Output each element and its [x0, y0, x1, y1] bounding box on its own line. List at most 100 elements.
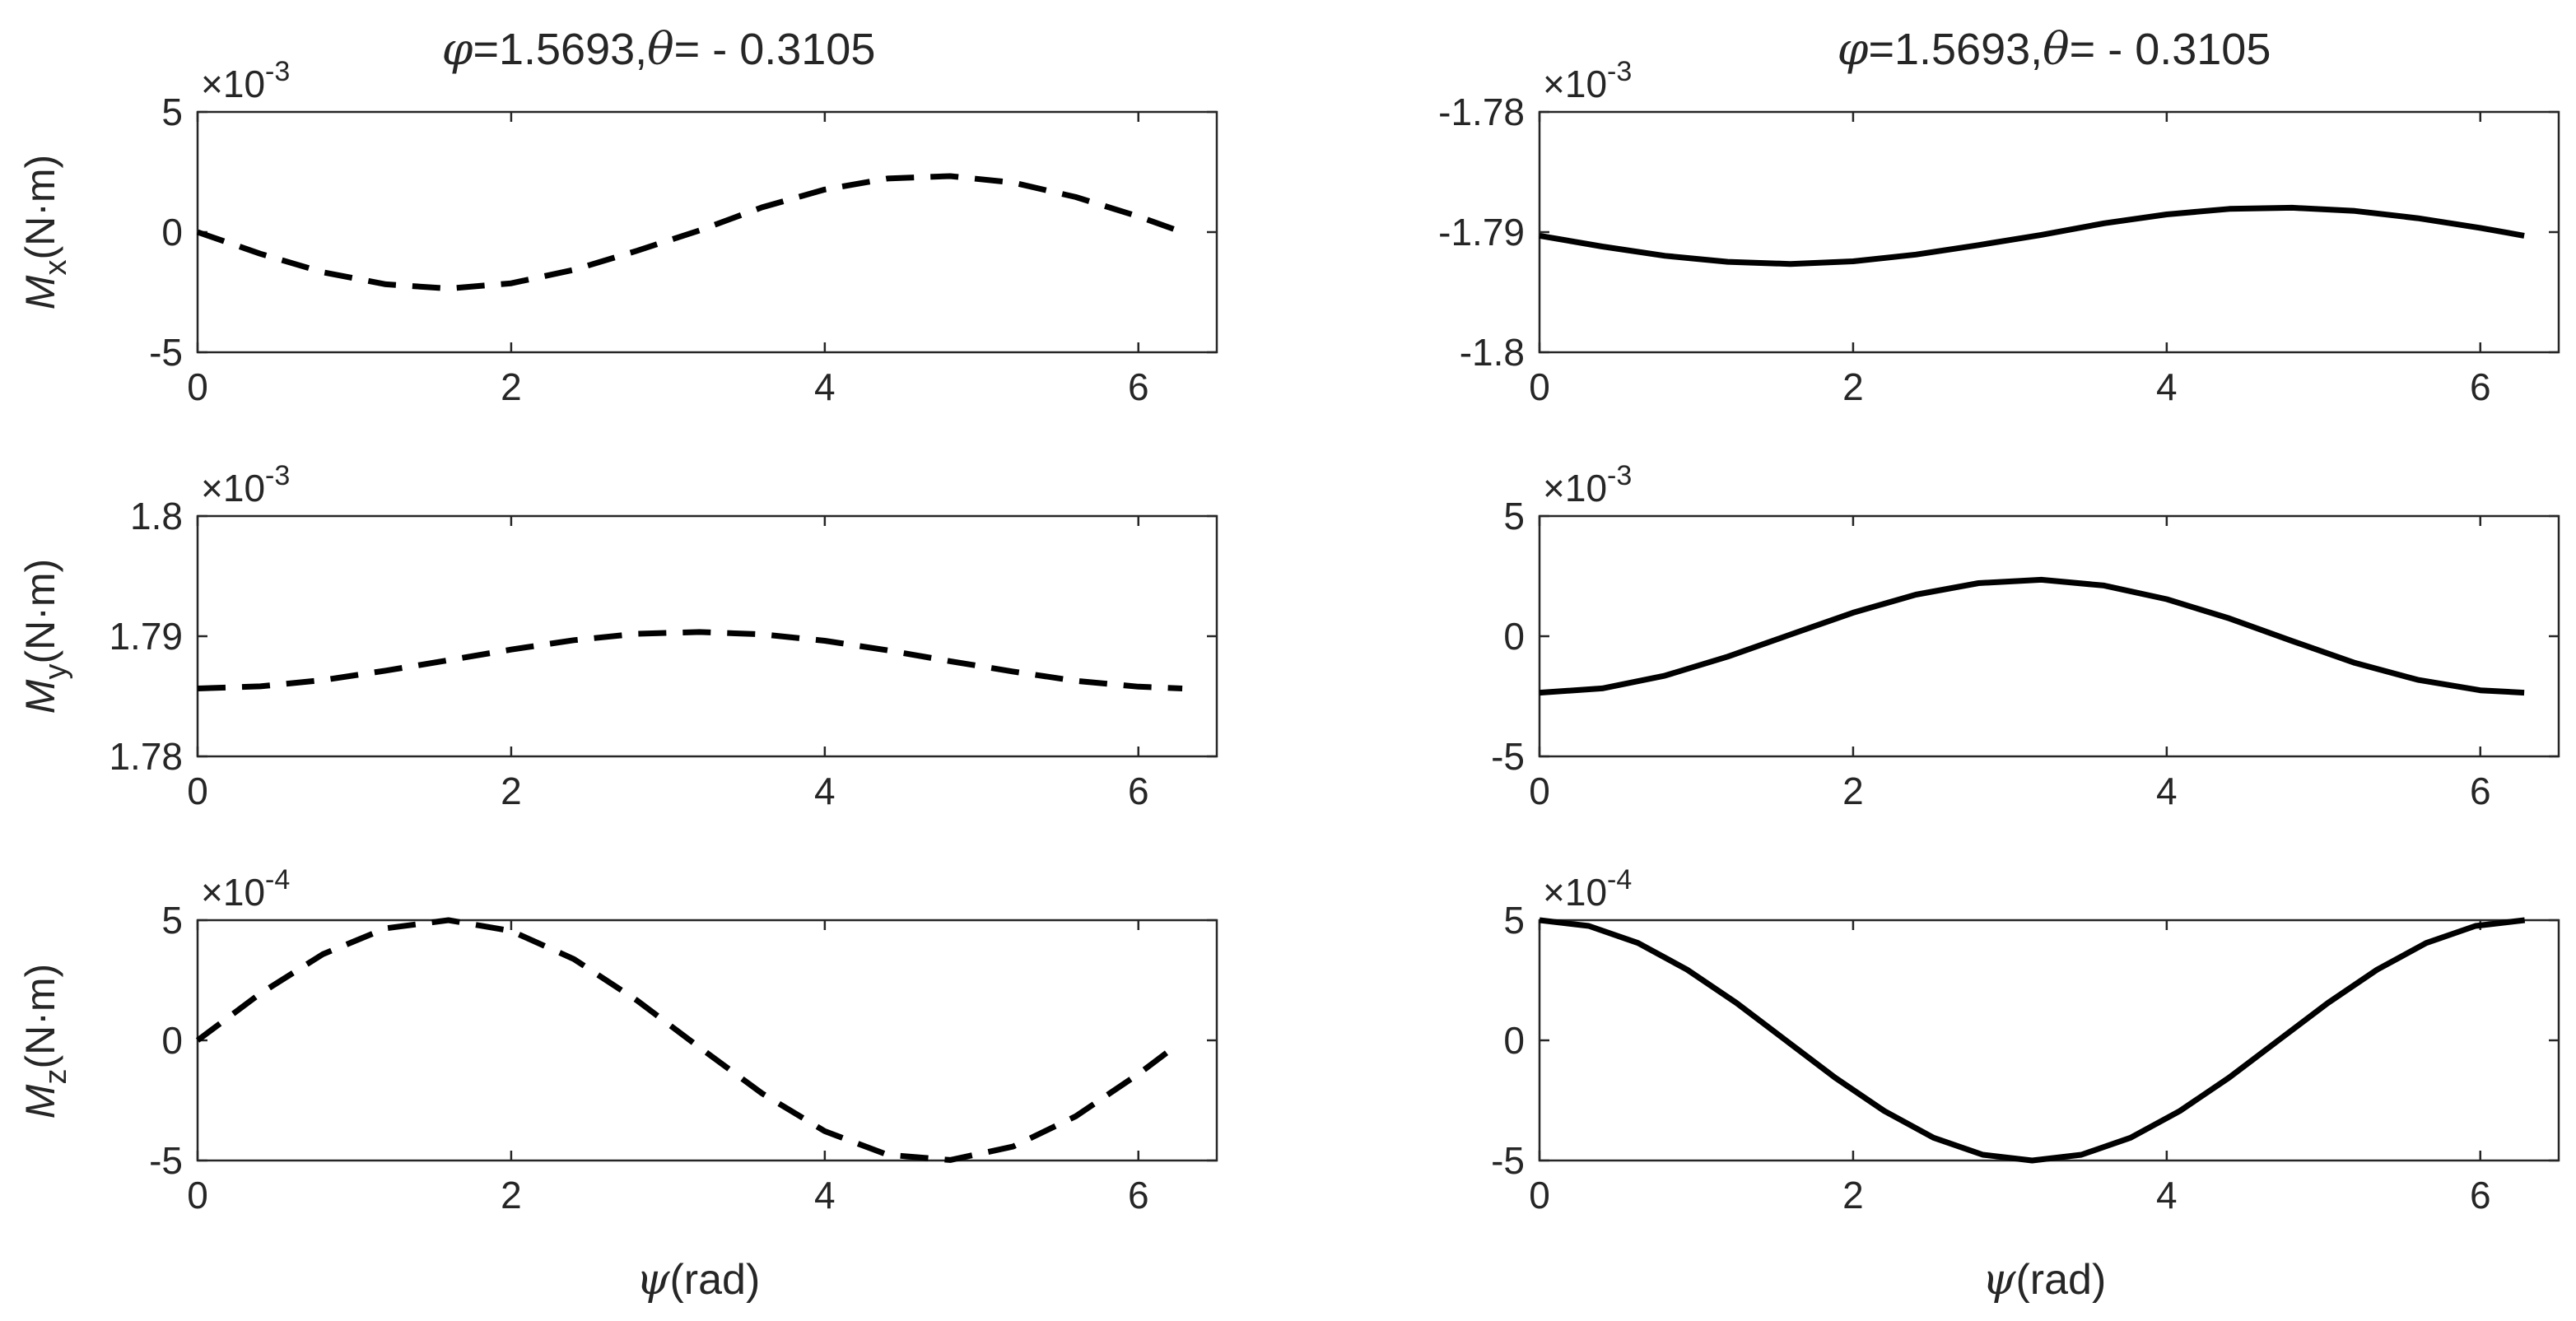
- p22-ytick-label: 5: [1503, 495, 1525, 537]
- xlabel-right-unit: (rad): [2015, 1256, 2106, 1304]
- p21-exponent-label: ×10-3: [201, 460, 290, 509]
- p11-exponent-label: ×10-3: [201, 56, 290, 105]
- p31-xtick-label: 2: [501, 1174, 522, 1216]
- p31-axes-box: [196, 919, 1218, 1162]
- p21-axes-box: [196, 514, 1218, 758]
- ylabel-my: My(N·m): [17, 559, 73, 714]
- p22-ytick-label: 0: [1503, 615, 1525, 658]
- p11-xtick-label: 4: [814, 365, 836, 408]
- p31-xtick-label: 6: [1128, 1174, 1149, 1216]
- ylabel-mz-main: M: [17, 1084, 63, 1119]
- p11-xtick-label: 6: [1128, 365, 1149, 408]
- p22-xtick-label: 6: [2470, 770, 2491, 812]
- p11-axes-box: [196, 110, 1218, 354]
- p32-xtick-label: 2: [1842, 1174, 1864, 1216]
- p32-series-line: [1539, 917, 2526, 1164]
- xlabel-left-unit: (rad): [669, 1256, 760, 1304]
- p31-xtick-label: 4: [814, 1174, 836, 1216]
- p32-exponent-power: -4: [1607, 864, 1632, 895]
- p21-ytick-label: 1.8: [130, 495, 183, 537]
- panel-mx-left: 0 2 4 650-5×10-3: [149, 56, 1218, 408]
- ylabel-mx-sub: x: [39, 260, 73, 276]
- p12-xtick-label: 4: [2156, 365, 2178, 408]
- ylabel-mz: Mz(N·m): [17, 964, 73, 1119]
- p21-xtick-label: 2: [501, 770, 522, 812]
- p31-xtick-label: 0: [187, 1174, 208, 1216]
- panel-mz-left: 0 2 4 650-5×10-4: [149, 864, 1218, 1216]
- ylabel-mz-unit: (N·m): [17, 964, 63, 1069]
- ylabel-my-main: M: [17, 679, 63, 714]
- p21-ytick-label: 1.78: [109, 735, 183, 778]
- title-right-mid: =1.5693,: [1868, 25, 2043, 74]
- p21-exponent-power: -3: [265, 460, 290, 491]
- p32-ytick-label: 0: [1503, 1019, 1525, 1062]
- p12-exponent-power: -3: [1607, 56, 1632, 87]
- p32-xtick-label: 0: [1529, 1174, 1550, 1216]
- p22-axes-box: [1538, 514, 2560, 758]
- p32-xtick-label: 4: [2156, 1174, 2178, 1216]
- p12-exponent-label: ×10-3: [1543, 56, 1632, 105]
- p32-xtick-label: 6: [2470, 1174, 2491, 1216]
- xlabel-left-greek: ψ: [636, 1255, 671, 1305]
- ylabel-mx: Mx(N·m): [17, 155, 73, 309]
- p31-exponent-power: -4: [265, 864, 290, 895]
- title-right-val: = - 0.3105: [2070, 25, 2271, 74]
- p22-exponent-power: -3: [1607, 460, 1632, 491]
- panel-mz-right: 0 2 4 650-5×10-4: [1491, 864, 2560, 1216]
- p21-xtick-label: 6: [1128, 770, 1149, 812]
- title-right-theta: θ: [2043, 23, 2070, 75]
- p22-xtick-label: 0: [1529, 770, 1550, 812]
- title-left-mid: =1.5693,: [473, 25, 647, 74]
- title-left-theta: θ: [647, 23, 674, 75]
- title-right-phi: φ: [1838, 23, 1869, 75]
- p32-ytick-label: -5: [1491, 1139, 1525, 1182]
- p11-xtick-label: 2: [501, 365, 522, 408]
- p21-xtick-label: 0: [187, 770, 208, 812]
- p32-exponent-base: ×10: [1543, 871, 1607, 914]
- p12-xtick-label: 6: [2470, 365, 2491, 408]
- p31-ytick-label: -5: [149, 1139, 183, 1182]
- p22-series-line: [1539, 576, 2525, 696]
- panel-my-right: 0 2 4 650-5×10-3: [1491, 460, 2560, 812]
- xlabel-right: ψ(rad): [1982, 1255, 2107, 1305]
- p31-ytick-label: 0: [161, 1019, 183, 1062]
- p12-xtick-label: 0: [1529, 365, 1550, 408]
- p22-xtick-label: 2: [1842, 770, 1864, 812]
- ylabel-my-unit: (N·m): [17, 559, 63, 664]
- p12-exponent-base: ×10: [1543, 63, 1607, 105]
- p12-ytick-label: -1.79: [1438, 211, 1525, 254]
- p11-series-line: [196, 173, 1184, 292]
- title-right: φ=1.5693,θ= - 0.3105: [1838, 23, 2271, 75]
- panel-my-left: 0 2 4 6 1.8 1.79 1.78 ×10-3: [109, 460, 1218, 812]
- p11-xtick-label: 0: [187, 365, 208, 408]
- xlabel-left: ψ(rad): [636, 1255, 761, 1305]
- ylabel-mx-main: M: [17, 275, 63, 309]
- title-left: φ=1.5693,θ= - 0.3105: [442, 23, 876, 75]
- p21-exponent-base: ×10: [201, 467, 265, 509]
- p21-ytick-label: 1.79: [109, 615, 183, 658]
- p11-ytick-label: -5: [149, 331, 183, 374]
- p11-ytick-label: 5: [161, 91, 183, 133]
- panel-mx-right: 0 2 4 6 -1.78 -1.79 -1.8 ×10-3: [1438, 56, 2560, 408]
- xlabel-right-greek: ψ: [1982, 1255, 2017, 1305]
- p22-exponent-label: ×10-3: [1543, 460, 1632, 509]
- p32-ytick-label: 5: [1503, 899, 1525, 942]
- ylabel-mx-unit: (N·m): [17, 155, 63, 260]
- p12-series-line: [1539, 204, 2525, 267]
- p21-series-line: [197, 629, 1183, 691]
- p22-ytick-label: -5: [1491, 735, 1525, 778]
- p12-ytick-label: -1.8: [1460, 331, 1525, 374]
- p31-ytick-label: 5: [161, 899, 183, 942]
- p31-exponent-base: ×10: [201, 871, 265, 914]
- title-left-val: = - 0.3105: [674, 25, 876, 74]
- p11-ytick-label: 0: [161, 211, 183, 254]
- ylabel-mz-sub: z: [39, 1069, 73, 1085]
- p12-xtick-label: 2: [1842, 365, 1864, 408]
- p32-exponent-label: ×10-4: [1543, 864, 1632, 914]
- p11-exponent-base: ×10: [201, 63, 265, 105]
- p21-xtick-label: 4: [814, 770, 836, 812]
- p31-series-line: [195, 917, 1172, 1163]
- p22-xtick-label: 4: [2156, 770, 2178, 812]
- p12-ytick-label: -1.78: [1438, 91, 1525, 133]
